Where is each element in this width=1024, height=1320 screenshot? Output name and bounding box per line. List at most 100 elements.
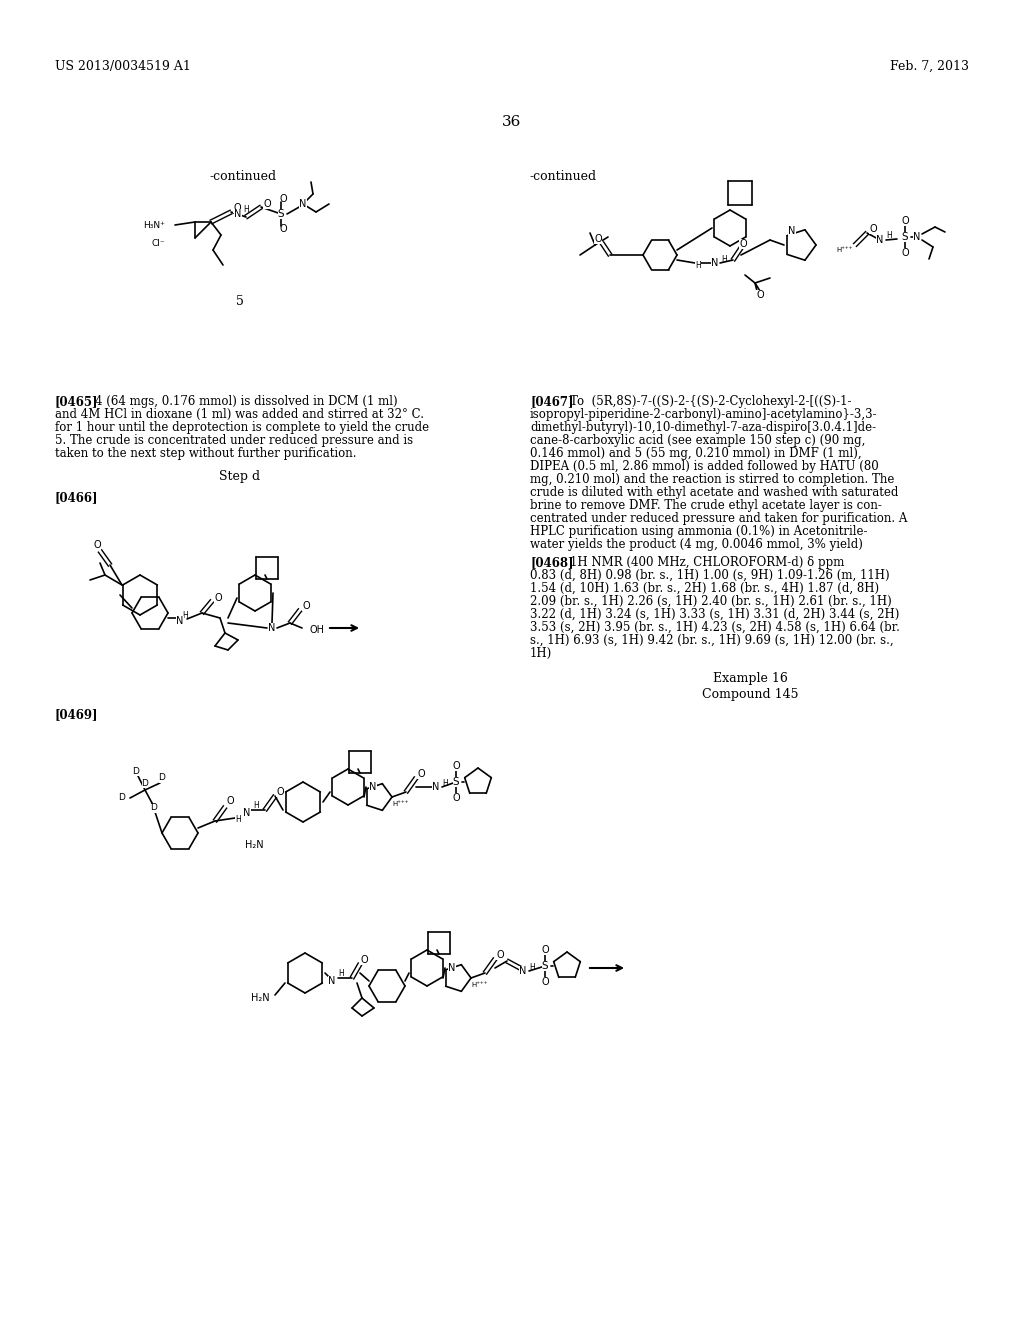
Text: H⁺⁺⁺: H⁺⁺⁺ [393, 801, 410, 807]
Text: [0468]: [0468] [530, 556, 573, 569]
Text: O: O [280, 194, 287, 205]
Text: isopropyl-piperidine-2-carbonyl)-amino]-acetylamino}-3,3-: isopropyl-piperidine-2-carbonyl)-amino]-… [530, 408, 878, 421]
Text: N: N [877, 235, 884, 246]
Text: N: N [234, 209, 242, 219]
Text: O: O [226, 796, 233, 807]
Text: D: D [132, 767, 139, 776]
Text: cane-8-carboxylic acid (see example 150 step c) (90 mg,: cane-8-carboxylic acid (see example 150 … [530, 434, 865, 447]
Text: N: N [519, 966, 526, 975]
Text: O: O [263, 199, 270, 209]
Text: H⁺⁺⁺: H⁺⁺⁺ [472, 982, 488, 987]
Text: N: N [432, 781, 439, 792]
Text: 3.22 (d, 1H) 3.24 (s, 1H) 3.33 (s, 1H) 3.31 (d, 2H) 3.44 (s, 2H): 3.22 (d, 1H) 3.24 (s, 1H) 3.33 (s, 1H) 3… [530, 609, 899, 620]
Text: N: N [788, 226, 796, 236]
Text: s., 1H) 6.93 (s, 1H) 9.42 (br. s., 1H) 9.69 (s, 1H) 12.00 (br. s.,: s., 1H) 6.93 (s, 1H) 9.42 (br. s., 1H) 9… [530, 634, 894, 647]
Text: taken to the next step without further purification.: taken to the next step without further p… [55, 447, 356, 459]
Text: H: H [253, 801, 259, 810]
Text: D: D [141, 779, 148, 788]
Text: H₃N⁺: H₃N⁺ [143, 220, 165, 230]
Text: O: O [756, 290, 764, 300]
Text: Step d: Step d [219, 470, 260, 483]
Text: N: N [234, 209, 242, 219]
Text: H: H [721, 255, 727, 264]
Text: D: D [119, 793, 125, 803]
Text: 0.146 mmol) and 5 (55 mg, 0.210 mmol) in DMF (1 ml),: 0.146 mmol) and 5 (55 mg, 0.210 mmol) in… [530, 447, 861, 459]
Text: US 2013/0034519 A1: US 2013/0034519 A1 [55, 59, 190, 73]
Text: H: H [182, 610, 187, 619]
Text: S: S [902, 232, 908, 242]
Text: H: H [338, 969, 344, 978]
Text: O: O [302, 601, 310, 611]
Text: H: H [243, 206, 249, 214]
Text: H₂N: H₂N [251, 993, 270, 1003]
Text: 0.83 (d, 8H) 0.98 (br. s., 1H) 1.00 (s, 9H) 1.09-1.26 (m, 11H): 0.83 (d, 8H) 0.98 (br. s., 1H) 1.00 (s, … [530, 569, 890, 582]
Text: 1.54 (d, 10H) 1.63 (br. s., 2H) 1.68 (br. s., 4H) 1.87 (d, 8H): 1.54 (d, 10H) 1.63 (br. s., 2H) 1.68 (br… [530, 582, 880, 595]
Text: mg, 0.210 mol) and the reaction is stirred to completion. The: mg, 0.210 mol) and the reaction is stirr… [530, 473, 894, 486]
Text: N: N [913, 232, 921, 242]
Text: D: D [151, 804, 158, 813]
Text: O: O [901, 248, 909, 257]
Text: for 1 hour until the deprotection is complete to yield the crude: for 1 hour until the deprotection is com… [55, 421, 429, 434]
Text: 5: 5 [237, 294, 244, 308]
Text: brine to remove DMF. The crude ethyl acetate layer is con-: brine to remove DMF. The crude ethyl ace… [530, 499, 882, 512]
Text: O: O [276, 787, 284, 797]
Text: N: N [299, 199, 306, 209]
Text: H⁺⁺⁺: H⁺⁺⁺ [837, 247, 853, 253]
Text: D: D [159, 774, 166, 783]
Text: O: O [869, 224, 877, 234]
Text: O: O [739, 239, 746, 249]
Text: N: N [712, 257, 719, 268]
Text: [0465]: [0465] [55, 395, 98, 408]
Text: 5. The crude is concentrated under reduced pressure and is: 5. The crude is concentrated under reduc… [55, 434, 413, 447]
Text: crude is diluted with ethyl acetate and washed with saturated: crude is diluted with ethyl acetate and … [530, 486, 898, 499]
Text: [0469]: [0469] [55, 708, 98, 721]
Text: water yields the product (4 mg, 0.0046 mmol, 3% yield): water yields the product (4 mg, 0.0046 m… [530, 539, 863, 550]
Text: N: N [176, 616, 183, 626]
Text: Feb. 7, 2013: Feb. 7, 2013 [890, 59, 969, 73]
Text: HPLC purification using ammonia (0.1%) in Acetonitrile-: HPLC purification using ammonia (0.1%) i… [530, 525, 867, 539]
Text: N: N [329, 975, 336, 986]
Text: -continued: -continued [530, 170, 597, 183]
Text: N: N [268, 623, 275, 634]
Text: O: O [360, 954, 368, 965]
Text: 2.09 (br. s., 1H) 2.26 (s, 1H) 2.40 (br. s., 1H) 2.61 (br. s., 1H): 2.09 (br. s., 1H) 2.26 (s, 1H) 2.40 (br.… [530, 595, 892, 609]
Text: O: O [497, 950, 504, 960]
Text: Example 16: Example 16 [713, 672, 787, 685]
Text: O: O [453, 793, 460, 803]
Text: N: N [244, 808, 251, 818]
Text: S: S [278, 209, 285, 219]
Text: O: O [214, 593, 222, 603]
Text: OH: OH [310, 624, 325, 635]
Text: Cl⁻: Cl⁻ [152, 239, 165, 248]
Text: O: O [93, 540, 100, 550]
Text: DIPEA (0.5 ml, 2.86 mmol) is added followed by HATU (80: DIPEA (0.5 ml, 2.86 mmol) is added follo… [530, 459, 879, 473]
Text: H₂N: H₂N [245, 840, 263, 850]
Text: and 4M HCl in dioxane (1 ml) was added and stirred at 32° C.: and 4M HCl in dioxane (1 ml) was added a… [55, 408, 424, 421]
Text: O: O [417, 770, 425, 779]
Text: S: S [542, 961, 548, 972]
Text: H: H [236, 816, 241, 825]
Text: O: O [901, 216, 909, 226]
Text: dimethyl-butyryl)-10,10-dimethyl-7-aza-dispiro[3.0.4.1]de-: dimethyl-butyryl)-10,10-dimethyl-7-aza-d… [530, 421, 877, 434]
Text: 1H NMR (400 MHz, CHLOROFORM-d) δ ppm: 1H NMR (400 MHz, CHLOROFORM-d) δ ppm [570, 556, 845, 569]
Text: N: N [449, 964, 456, 973]
Text: centrated under reduced pressure and taken for purification. A: centrated under reduced pressure and tak… [530, 512, 907, 525]
Text: H: H [695, 260, 700, 269]
Text: 1H): 1H) [530, 647, 552, 660]
Text: H: H [886, 231, 892, 240]
Text: Compound 145: Compound 145 [701, 688, 799, 701]
Text: N: N [370, 781, 377, 792]
Text: [0466]: [0466] [55, 491, 98, 504]
Text: 4 (64 mgs, 0.176 mmol) is dissolved in DCM (1 ml): 4 (64 mgs, 0.176 mmol) is dissolved in D… [95, 395, 397, 408]
Text: O: O [594, 234, 602, 244]
Text: [0467]: [0467] [530, 395, 573, 408]
Text: O: O [233, 203, 241, 213]
Text: -continued: -continued [210, 170, 278, 183]
Text: O: O [542, 977, 549, 987]
Text: 3.53 (s, 2H) 3.95 (br. s., 1H) 4.23 (s, 2H) 4.58 (s, 1H) 6.64 (br.: 3.53 (s, 2H) 3.95 (br. s., 1H) 4.23 (s, … [530, 620, 900, 634]
Text: H: H [442, 779, 447, 788]
Text: S: S [453, 777, 460, 787]
Text: To  (5R,8S)-7-((S)-2-{(S)-2-Cyclohexyl-2-[((S)-1-: To (5R,8S)-7-((S)-2-{(S)-2-Cyclohexyl-2-… [570, 395, 852, 408]
Text: O: O [280, 224, 287, 234]
Text: O: O [542, 945, 549, 954]
